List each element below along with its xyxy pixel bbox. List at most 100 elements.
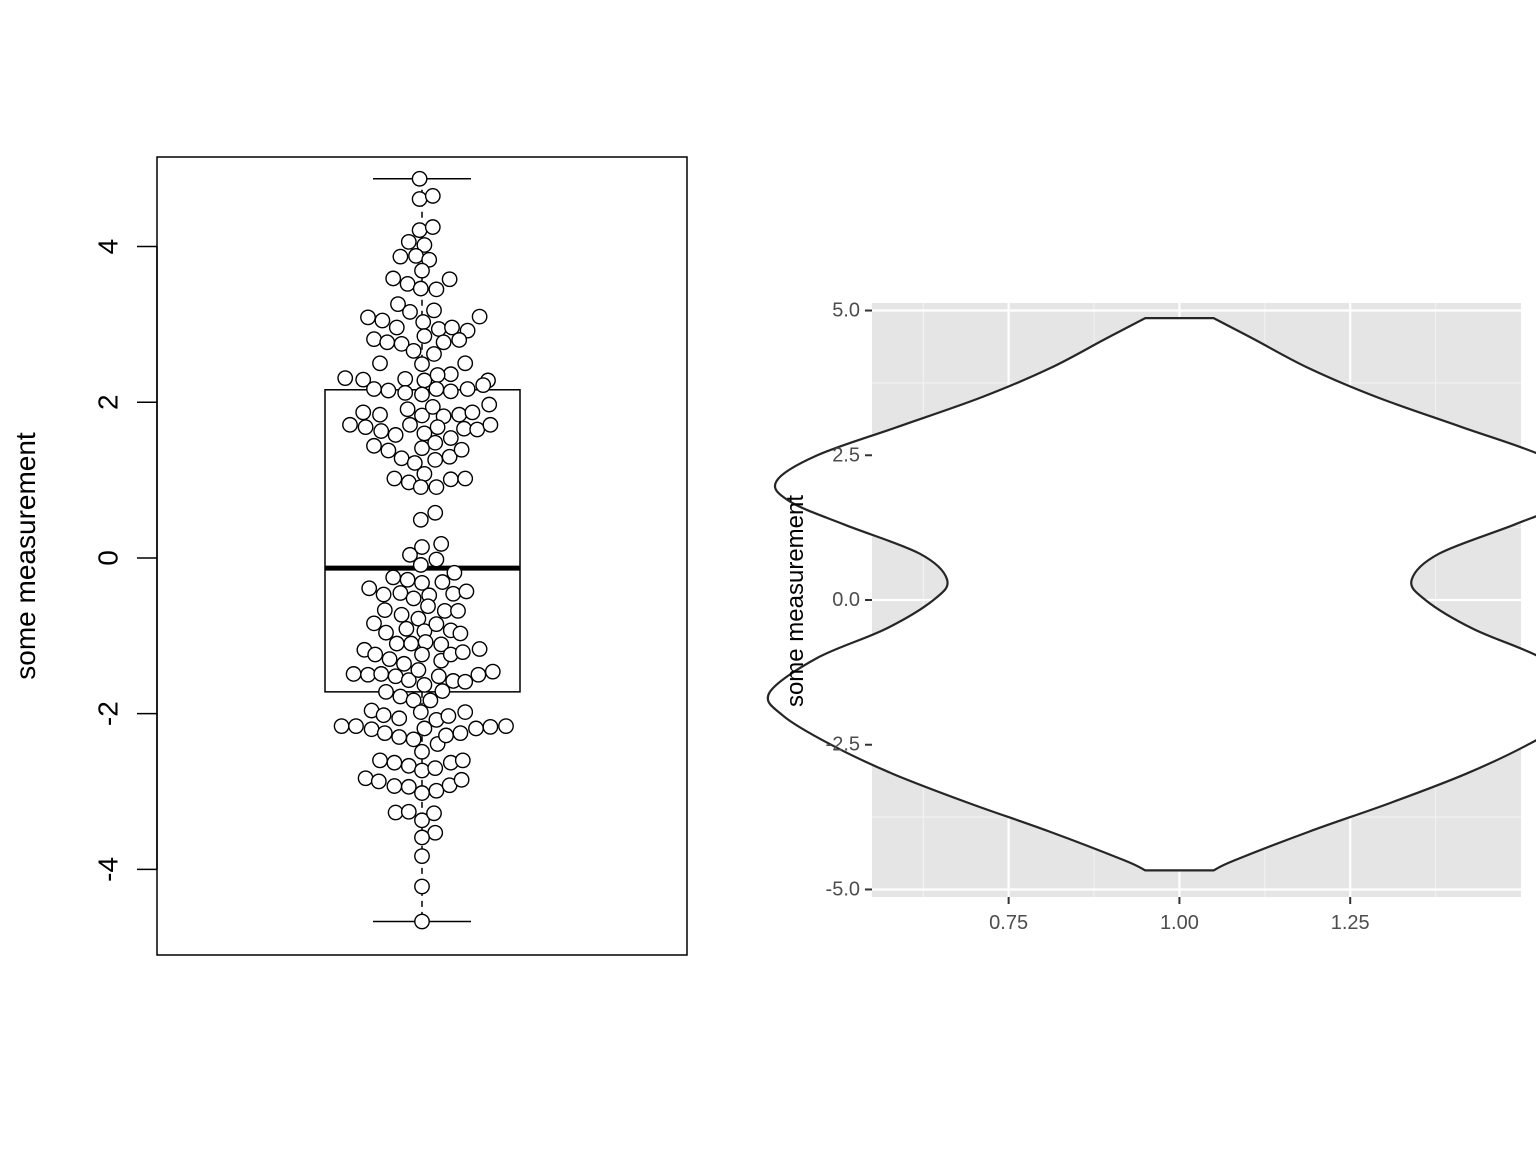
- data-point: [361, 580, 378, 597]
- data-point: [357, 770, 374, 787]
- data-point: [411, 222, 428, 239]
- violin-y-axis-title: some measurement: [782, 495, 809, 707]
- data-point: [415, 314, 432, 330]
- y-tick-label: 2.5: [832, 444, 860, 466]
- data-point: [373, 666, 390, 682]
- data-point: [428, 281, 445, 298]
- data-point: [424, 219, 441, 235]
- data-point: [366, 437, 382, 454]
- data-point: [459, 381, 476, 397]
- data-point: [390, 296, 406, 313]
- data-point: [452, 725, 469, 742]
- data-point: [366, 615, 382, 632]
- data-point: [438, 727, 454, 744]
- data-point: [428, 381, 445, 397]
- data-point: [397, 370, 414, 387]
- data-point: [373, 423, 390, 439]
- data-point: [386, 778, 403, 794]
- data-point: [360, 666, 376, 683]
- data-point: [426, 302, 442, 319]
- data-point: [400, 803, 417, 820]
- data-point: [374, 312, 391, 329]
- data-point: [348, 718, 364, 735]
- data-point: [444, 319, 460, 336]
- data-point: [411, 170, 428, 187]
- data-point: [428, 616, 445, 633]
- data-point: [442, 471, 459, 488]
- data-point: [405, 590, 422, 607]
- data-point: [414, 407, 430, 424]
- data-point: [391, 710, 408, 727]
- data-point: [442, 383, 459, 400]
- data-point: [380, 442, 397, 459]
- data-point: [387, 427, 404, 443]
- data-point: [414, 829, 430, 846]
- data-point: [464, 404, 481, 421]
- data-point: [400, 757, 417, 774]
- data-point: [482, 416, 499, 433]
- violin-x-axis: 0.75 1.00 1.25: [989, 897, 1370, 934]
- data-point: [398, 620, 415, 637]
- data-point: [426, 346, 442, 362]
- data-point: [393, 450, 410, 467]
- data-point: [458, 583, 475, 600]
- violin-panel: -5.0 -2.5 0.0 2.5 5.0 0.75 1.00 1.25 some meas…: [766, 300, 1536, 934]
- data-point: [414, 812, 430, 829]
- data-point: [454, 752, 471, 769]
- x-tick-label: 1.00: [1160, 912, 1199, 934]
- data-point: [375, 586, 392, 603]
- data-point: [434, 683, 451, 699]
- data-point: [414, 386, 430, 403]
- data-point: [408, 247, 424, 264]
- data-point: [392, 585, 409, 601]
- data-point: [416, 237, 433, 253]
- data-point: [424, 399, 441, 415]
- data-point: [457, 355, 474, 372]
- data-point: [392, 248, 409, 265]
- data-point: [414, 646, 430, 663]
- y-tick-label: -5.0: [826, 878, 860, 900]
- data-point: [451, 332, 468, 348]
- data-point: [385, 569, 402, 586]
- x-tick-label: 1.25: [1331, 912, 1370, 934]
- data-point: [360, 309, 376, 326]
- data-point: [430, 668, 447, 685]
- data-point: [440, 708, 457, 724]
- data-point: [412, 704, 429, 720]
- data-point: [428, 782, 445, 799]
- data-point: [387, 804, 404, 821]
- data-point: [393, 335, 410, 352]
- data-point: [380, 382, 397, 399]
- data-point: [405, 731, 422, 748]
- data-point: [424, 188, 441, 204]
- data-point: [376, 725, 393, 742]
- data-point: [378, 683, 394, 700]
- y-tick-label: 0: [93, 550, 124, 566]
- data-point: [446, 564, 463, 581]
- data-point: [445, 585, 462, 602]
- data-point: [381, 651, 398, 668]
- data-point: [498, 718, 514, 735]
- data-point: [436, 602, 453, 619]
- data-point: [397, 384, 414, 401]
- data-point: [392, 688, 409, 705]
- data-point: [414, 848, 430, 865]
- data-point: [470, 666, 487, 683]
- data-point: [363, 721, 380, 738]
- data-point: [375, 707, 392, 724]
- data-point: [429, 367, 446, 383]
- boxplot-y-axis-title: some measurement: [10, 432, 41, 680]
- data-point: [355, 404, 372, 421]
- data-point: [434, 574, 451, 590]
- data-point: [400, 233, 417, 250]
- data-point: [452, 625, 469, 642]
- data-point: [337, 370, 354, 387]
- y-tick-label: -2.5: [826, 734, 860, 756]
- data-point: [372, 355, 388, 372]
- data-point: [454, 644, 471, 661]
- data-point: [430, 321, 447, 337]
- data-point: [471, 308, 488, 325]
- data-point: [412, 511, 429, 528]
- data-point: [414, 574, 430, 591]
- data-point: [414, 440, 430, 457]
